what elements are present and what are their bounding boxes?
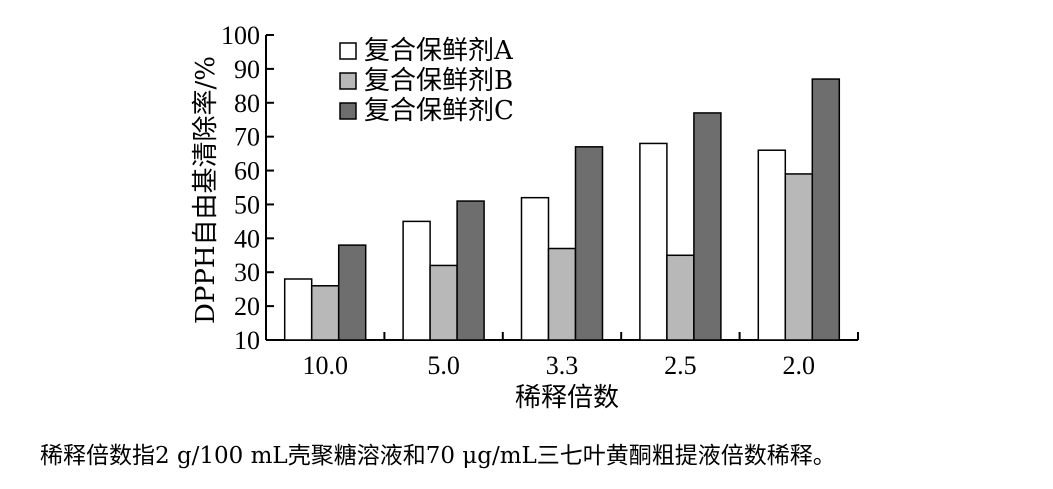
x-axis-title: 稀释倍数 bbox=[515, 383, 619, 413]
legend-swatch-复合保鲜剂A bbox=[339, 42, 357, 60]
bar-复合保鲜剂A-10.0 bbox=[283, 278, 313, 341]
x-tick-label-2.5: 2.5 bbox=[664, 351, 697, 380]
bar-复合保鲜剂C-3.3 bbox=[574, 146, 604, 341]
figure-note: 稀释倍数指2 g/100 mL壳聚糖溶液和70 μg/mL三七叶黄酮粗提液倍数稀… bbox=[40, 443, 836, 469]
bar-复合保鲜剂B-5.0 bbox=[429, 264, 458, 341]
bar-复合保鲜剂B-10.0 bbox=[310, 285, 340, 341]
bar-复合保鲜剂C-2.5 bbox=[693, 112, 722, 341]
bar-复合保鲜剂A-2.5 bbox=[639, 142, 668, 341]
bar-复合保鲜剂C-2.0 bbox=[811, 78, 841, 341]
y-axis-title: DPPH自由基清除率/% bbox=[191, 56, 221, 324]
legend-label-复合保鲜剂C: 复合保鲜剂C bbox=[364, 96, 514, 126]
y-tick-label-10: 10 bbox=[234, 326, 260, 355]
bar-复合保鲜剂C-10.0 bbox=[337, 244, 367, 341]
legend-swatch-复合保鲜剂C bbox=[339, 102, 357, 120]
y-tick-label-60: 60 bbox=[234, 157, 260, 186]
x-tick-label-5.0: 5.0 bbox=[427, 351, 460, 380]
y-tick-label-40: 40 bbox=[234, 224, 260, 253]
legend-label-复合保鲜剂B: 复合保鲜剂B bbox=[364, 66, 513, 96]
y-tick-label-30: 30 bbox=[234, 258, 260, 287]
x-tick-label-3.3: 3.3 bbox=[546, 351, 579, 380]
legend-swatch-复合保鲜剂B bbox=[339, 72, 357, 90]
bar-复合保鲜剂A-5.0 bbox=[402, 220, 431, 341]
chart-bars bbox=[283, 78, 841, 341]
y-tick-label-90: 90 bbox=[234, 55, 260, 84]
x-tick-label-2.0: 2.0 bbox=[783, 351, 816, 380]
bar-复合保鲜剂C-5.0 bbox=[456, 200, 485, 341]
y-tick-label-50: 50 bbox=[234, 190, 260, 219]
legend-label-复合保鲜剂A: 复合保鲜剂A bbox=[364, 36, 514, 66]
cut-off-text-strip bbox=[0, 478, 1053, 489]
bar-复合保鲜剂A-2.0 bbox=[757, 149, 787, 341]
y-tick-label-20: 20 bbox=[234, 292, 260, 321]
bar-复合保鲜剂A-3.3 bbox=[520, 196, 550, 341]
y-tick-label-100: 100 bbox=[221, 21, 260, 50]
y-tick-label-70: 70 bbox=[234, 123, 260, 152]
bar-复合保鲜剂B-3.3 bbox=[547, 247, 577, 341]
chart-ticks: 10 20 30 40 50 60 70 80 90 100 10.0 5.0 3.3 2.5 2.0 bbox=[221, 21, 859, 380]
bar-复合保鲜剂B-2.5 bbox=[666, 254, 695, 341]
bar-复合保鲜剂B-2.0 bbox=[784, 173, 814, 341]
x-tick-label-10.0: 10.0 bbox=[302, 351, 348, 380]
y-tick-label-80: 80 bbox=[234, 89, 260, 118]
bar-chart: 10 20 30 40 50 60 70 80 90 100 10.0 5.0 3.3 2.5 2.0 复合… bbox=[191, 21, 859, 413]
